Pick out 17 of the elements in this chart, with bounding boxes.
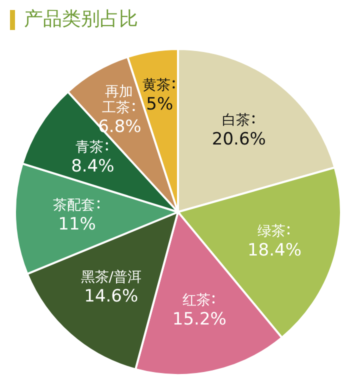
chart-title: 产品类别占比 <box>24 7 138 32</box>
data-label: 15.2% <box>172 308 226 330</box>
slice-label: 茶配套 <box>53 198 96 215</box>
data-label: 8.4% <box>71 156 114 176</box>
slice-label: 绿茶 <box>256 223 286 240</box>
data-label: 6.8% <box>98 117 142 138</box>
slice-label: 青茶 <box>74 139 105 156</box>
data-label: 11% <box>57 214 97 236</box>
data-label: 18.4% <box>247 240 302 261</box>
data-label: 5% <box>145 94 174 115</box>
slice-label: 黑茶/普洱 <box>80 269 142 286</box>
slice-label: 黄茶 <box>142 77 172 94</box>
slice-label: 白茶 <box>220 112 251 130</box>
slice-label: 再加工茶 <box>100 84 134 118</box>
data-label: 20.6% <box>212 130 266 150</box>
slice-label: 红茶 <box>181 292 212 309</box>
data-label: 14.6% <box>83 286 140 306</box>
